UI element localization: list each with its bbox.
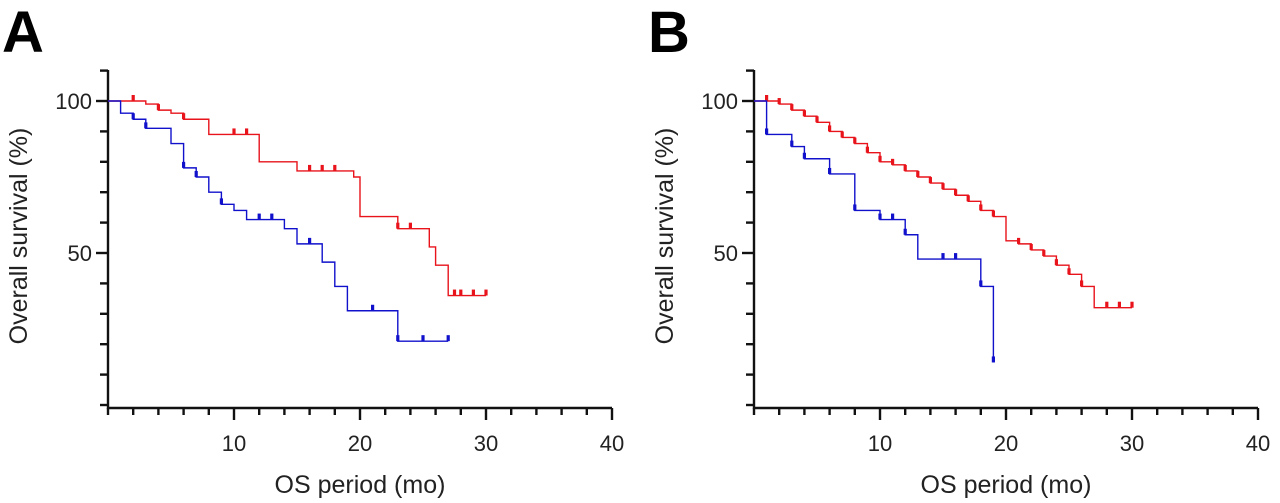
censor-mark-a-1 xyxy=(131,95,135,101)
censor-mark-b-1 xyxy=(966,195,970,202)
censor-mark-b-1 xyxy=(790,104,794,111)
censor-mark-b-2 xyxy=(979,280,983,287)
censor-mark-a-2 xyxy=(308,237,312,244)
x-tick-label-a: 30 xyxy=(474,431,498,456)
censor-mark-a-2 xyxy=(421,335,425,342)
censor-mark-a-2 xyxy=(131,113,135,120)
censor-mark-a-2 xyxy=(219,198,223,205)
censor-mark-b-1 xyxy=(765,95,769,101)
panel-a: A Overall survival (%) OS period (mo) 50… xyxy=(2,0,624,499)
censor-mark-b-2 xyxy=(878,213,882,220)
censor-mark-a-1 xyxy=(459,289,463,296)
censor-mark-a-2 xyxy=(257,213,261,220)
censor-mark-a-1 xyxy=(408,222,412,229)
censor-mark-a-1 xyxy=(308,164,312,171)
censor-mark-b-2 xyxy=(991,356,995,363)
censor-mark-b-1 xyxy=(853,137,857,144)
survival-curve-b-2 xyxy=(754,100,995,363)
censor-mark-b-1 xyxy=(1054,259,1058,266)
panel-letter-a: A xyxy=(2,0,44,65)
x-tick-label-b: 30 xyxy=(1120,431,1144,456)
censor-mark-b-1 xyxy=(828,125,832,132)
x-tick-label-a: 20 xyxy=(348,431,372,456)
censor-mark-b-1 xyxy=(991,210,995,217)
survival-curve-b-1 xyxy=(754,100,1132,309)
x-tick-label-b: 10 xyxy=(868,431,892,456)
y-tick-label-a: 50 xyxy=(68,241,92,266)
censor-mark-b-2 xyxy=(941,253,945,260)
y-axis-title-b: Overall survival (%) xyxy=(651,128,679,345)
censor-mark-a-1 xyxy=(484,289,488,296)
censor-mark-b-1 xyxy=(1130,301,1134,308)
censor-mark-b-2 xyxy=(828,167,832,174)
censor-mark-b-1 xyxy=(928,177,932,184)
censor-mark-b-2 xyxy=(790,140,794,147)
x-tick-label-b: 40 xyxy=(1246,431,1270,456)
censor-mark-a-1 xyxy=(471,289,475,296)
y-axis-title-a: Overall survival (%) xyxy=(5,128,33,345)
censor-mark-b-1 xyxy=(815,116,819,123)
censor-mark-b-1 xyxy=(941,183,945,190)
y-tick-label-b: 100 xyxy=(701,89,738,114)
censor-mark-b-1 xyxy=(1042,250,1046,257)
censor-mark-b-2 xyxy=(954,253,958,260)
censor-mark-b-1 xyxy=(916,171,920,177)
censor-mark-a-2 xyxy=(194,171,198,177)
censor-mark-b-1 xyxy=(865,146,869,153)
censor-mark-a-1 xyxy=(396,222,400,229)
censor-mark-a-1 xyxy=(182,113,186,120)
x-tick-label-a: 40 xyxy=(600,431,624,456)
censor-mark-b-2 xyxy=(765,128,769,135)
censor-mark-a-2 xyxy=(396,335,400,342)
censor-mark-a-1 xyxy=(452,289,457,296)
censor-mark-a-2 xyxy=(446,335,450,342)
axis-lines-a xyxy=(106,70,612,410)
censor-mark-b-1 xyxy=(1017,237,1021,244)
x-axis-title-b: OS period (mo) xyxy=(921,471,1092,499)
censor-mark-a-1 xyxy=(232,128,236,135)
y-tick-label-b: 50 xyxy=(714,241,738,266)
censor-mark-b-2 xyxy=(903,228,907,235)
y-tick-label-a: 100 xyxy=(55,89,92,114)
censor-mark-b-2 xyxy=(891,213,895,220)
censor-mark-b-1 xyxy=(903,164,907,171)
censor-mark-a-2 xyxy=(144,122,148,129)
censor-mark-b-1 xyxy=(802,110,806,117)
x-tick-label-a: 10 xyxy=(222,431,246,456)
x-tick-label-b: 20 xyxy=(994,431,1018,456)
x-axis-title-a: OS period (mo) xyxy=(275,471,446,499)
censor-mark-a-2 xyxy=(182,161,186,168)
censor-mark-a-1 xyxy=(245,128,249,135)
censor-mark-b-1 xyxy=(1029,243,1033,250)
censor-mark-a-1 xyxy=(156,104,160,111)
censor-mark-b-2 xyxy=(853,204,857,211)
censor-mark-b-1 xyxy=(979,204,983,211)
censor-mark-b-1 xyxy=(878,155,882,162)
censor-mark-a-1 xyxy=(333,164,337,171)
censor-mark-b-1 xyxy=(1105,301,1109,308)
censor-mark-b-1 xyxy=(954,189,958,196)
censor-mark-a-1 xyxy=(320,164,324,171)
survival-curve-a-1 xyxy=(108,100,486,297)
censor-mark-a-2 xyxy=(270,213,274,220)
censor-mark-b-1 xyxy=(840,131,844,138)
panel-letter-b: B xyxy=(648,0,690,65)
censor-mark-b-2 xyxy=(802,152,806,159)
censor-mark-b-1 xyxy=(1067,268,1071,275)
panel-b: B Overall survival (%) OS period (mo) 50… xyxy=(648,0,1270,499)
censor-mark-b-1 xyxy=(1080,280,1084,287)
censor-mark-b-1 xyxy=(1117,301,1121,308)
censor-mark-b-1 xyxy=(777,98,781,105)
censor-mark-a-2 xyxy=(371,304,375,311)
censor-mark-b-1 xyxy=(891,158,895,165)
